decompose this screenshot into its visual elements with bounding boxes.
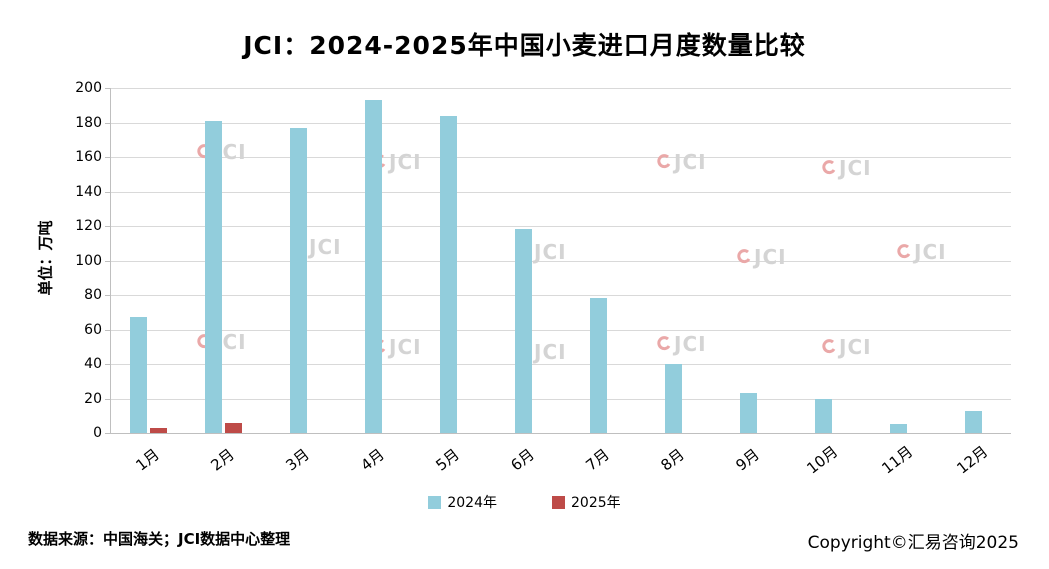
x-tick-12月: 12月 xyxy=(935,437,1010,477)
bar-group-11月 xyxy=(861,88,936,433)
bar-group-2月 xyxy=(186,88,261,433)
x-tick-11月: 11月 xyxy=(860,437,935,477)
legend-swatch xyxy=(428,495,442,509)
gridline xyxy=(111,329,1011,331)
bar-2024年-2月 xyxy=(205,120,222,433)
gridline xyxy=(111,191,1011,193)
y-tick-mark xyxy=(105,398,111,400)
y-tick-label: 80 xyxy=(84,287,102,303)
gridline xyxy=(111,157,1011,158)
legend-item-2025年: 2025年 xyxy=(552,492,621,512)
bar-2024年-10月 xyxy=(815,398,832,433)
x-axis-tick-labels: 1月 2月 3月 4月 5月 6月 7月 8月 9月 10月 11月 12月 xyxy=(110,437,1010,477)
y-tick-mark xyxy=(105,191,111,193)
x-tick-label: 12月 xyxy=(953,442,992,478)
legend: 2024年 2025年 xyxy=(0,492,1049,512)
bar-group-8月 xyxy=(636,88,711,433)
bars-container xyxy=(111,88,1011,433)
bar-2024年-3月 xyxy=(290,127,307,433)
y-tick-label: 40 xyxy=(84,356,102,372)
bar-2024年-12月 xyxy=(965,410,982,433)
copyright-note: Copyright©汇易咨询2025 xyxy=(807,533,1019,553)
x-tick-4月: 4月 xyxy=(335,437,410,474)
gridline xyxy=(111,260,1011,262)
x-tick-10月: 10月 xyxy=(785,437,860,477)
bar-group-1月 xyxy=(111,88,186,433)
bar-group-9月 xyxy=(711,88,786,433)
bar-group-5月 xyxy=(411,88,486,433)
y-tick-label: 120 xyxy=(75,218,102,234)
x-tick-label: 2月 xyxy=(207,445,239,475)
bar-group-7月 xyxy=(561,88,636,433)
y-tick-label: 100 xyxy=(75,252,102,269)
y-axis-label: 单位：万吨 xyxy=(36,220,55,296)
x-tick-label: 11月 xyxy=(878,442,917,478)
bar-2024年-4月 xyxy=(365,100,382,433)
y-tick-mark xyxy=(105,260,111,262)
x-tick-label: 6月 xyxy=(507,445,539,475)
y-tick-mark xyxy=(105,122,111,124)
gridline xyxy=(111,398,1011,400)
gridline xyxy=(111,88,1011,89)
x-tick-label: 5月 xyxy=(432,445,464,475)
y-tick-label: 60 xyxy=(84,321,102,338)
legend-label: 2024年 xyxy=(447,495,497,511)
y-tick-mark xyxy=(105,364,111,365)
x-tick-label: 7月 xyxy=(582,445,614,475)
y-tick-label: 0 xyxy=(93,425,102,441)
gridline xyxy=(111,295,1011,296)
x-tick-7月: 7月 xyxy=(560,437,635,474)
x-tick-5月: 5月 xyxy=(410,437,485,474)
gridline xyxy=(111,122,1011,124)
x-tick-2月: 2月 xyxy=(185,437,260,474)
y-tick-label: 140 xyxy=(75,183,102,200)
y-axis-tick-labels: 0 20 40 60 80 100 120 140 160 180 200 xyxy=(58,80,102,441)
bar-2024年-8月 xyxy=(665,364,682,433)
bar-2024年-9月 xyxy=(740,393,757,433)
bar-group-4月 xyxy=(336,88,411,433)
x-tick-1月: 1月 xyxy=(110,437,185,474)
gridline xyxy=(111,226,1011,227)
bar-2025年-1月 xyxy=(150,427,167,433)
bar-group-12月 xyxy=(936,88,1011,433)
y-tick-label: 180 xyxy=(75,114,102,131)
y-tick-mark xyxy=(105,433,111,434)
x-tick-label: 9月 xyxy=(732,445,764,475)
y-tick-label: 200 xyxy=(75,80,102,96)
y-tick-mark xyxy=(105,226,111,227)
x-tick-label: 4月 xyxy=(357,445,389,475)
bar-2024年-7月 xyxy=(590,298,607,433)
bar-2025年-2月 xyxy=(225,422,242,433)
x-tick-9月: 9月 xyxy=(710,437,785,474)
y-tick-mark xyxy=(105,329,111,331)
x-tick-label: 3月 xyxy=(282,445,314,475)
legend-swatch xyxy=(552,495,565,509)
plot-area: JCI JCI JCI JCI JCI JCI JCI JCI JCI JCI JCI JCI JCI xyxy=(105,88,1011,434)
x-tick-label: 1月 xyxy=(132,445,164,475)
x-tick-label: 8月 xyxy=(657,445,689,475)
x-tick-label: 10月 xyxy=(803,442,842,478)
y-tick-label: 160 xyxy=(75,149,102,165)
data-source-note: 数据来源：中国海关；JCI数据中心整理 xyxy=(28,530,291,548)
y-tick-label: 20 xyxy=(84,390,102,407)
bar-2024年-5月 xyxy=(440,115,457,433)
bar-2024年-6月 xyxy=(515,229,532,433)
bar-2024年-11月 xyxy=(890,424,907,433)
x-tick-8月: 8月 xyxy=(635,437,710,474)
legend-label: 2025年 xyxy=(571,495,621,511)
gridline xyxy=(111,364,1011,365)
bar-group-10月 xyxy=(786,88,861,433)
bar-2024年-1月 xyxy=(130,317,147,433)
x-tick-3月: 3月 xyxy=(260,437,335,474)
bar-group-3月 xyxy=(261,88,336,433)
y-tick-mark xyxy=(105,157,111,158)
bar-group-6月 xyxy=(486,88,561,433)
y-tick-mark xyxy=(105,295,111,296)
chart-title: JCI：2024-2025年中国小麦进口月度数量比较 xyxy=(243,31,806,60)
y-tick-mark xyxy=(105,88,111,89)
legend-item-2024年: 2024年 xyxy=(428,492,497,512)
x-tick-6月: 6月 xyxy=(485,437,560,474)
